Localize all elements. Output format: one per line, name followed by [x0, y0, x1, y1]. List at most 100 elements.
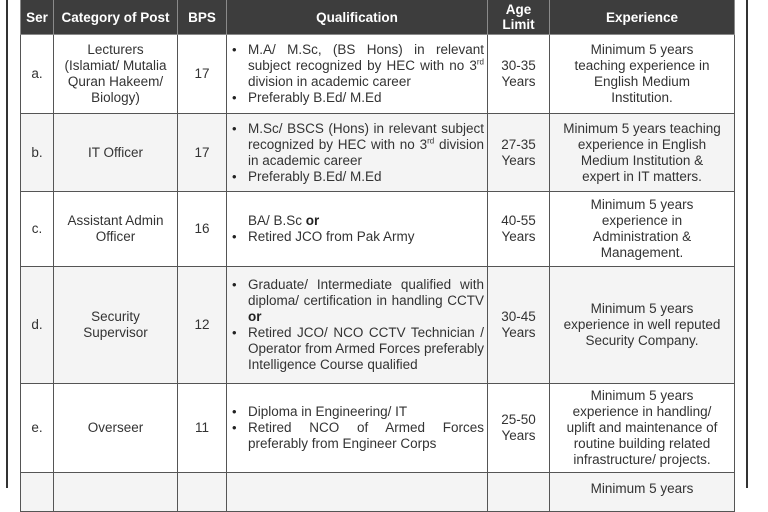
cell-qualification: Diploma in Engineering/ ITRetired NCO of…	[226, 383, 488, 473]
qualification-text: M.Sc/ BSCS (Hons) in relevant subject re…	[248, 120, 484, 152]
qualification-text-cont: division in academic career	[248, 136, 484, 168]
qualification-item: M.Sc/ BSCS (Hons) in relevant subject re…	[230, 121, 484, 169]
header-age-line1: Age	[505, 2, 532, 17]
cell-category: IT Officer	[53, 113, 178, 192]
ordinal-number: 3	[419, 136, 428, 152]
table-row: e. Overseer 11Diploma in Engineering/ ITRe…	[20, 383, 735, 473]
or-keyword: or	[305, 213, 320, 228]
experience-line: infrastructure/ projects.	[573, 452, 711, 467]
header-bps: BPS	[177, 0, 227, 35]
qualification-item: Diploma in Engineering/ IT	[230, 404, 484, 420]
page-border-right	[746, 0, 748, 488]
ordinal-suffix: rd	[427, 136, 435, 145]
experience-line: expert in IT matters.	[582, 168, 702, 184]
ordinal-number: 3	[469, 58, 477, 73]
qualification-list: Graduate/ Intermediate qualified with di…	[230, 277, 484, 373]
category-line: Officer	[95, 229, 136, 244]
cell-age-limit: 27-35 Years	[487, 113, 550, 192]
cell-qualification: M.A/ M.Sc, (BS Hons) in relevant subject…	[226, 34, 488, 114]
category-line: (Islamiat/ Mutalia	[64, 58, 167, 73]
qualification-item: Retired JCO/ NCO CCTV Technician / Opera…	[230, 325, 484, 373]
cell-ser: c.	[20, 191, 54, 267]
cell-experience: Minimum 5 years experience in well repute…	[549, 266, 735, 384]
header-qualification: Qualification	[226, 0, 488, 35]
experience-line: Minimum 5 years	[590, 388, 694, 403]
qualification-text: Retired JCO/ NCO CCTV Technician / Opera…	[248, 325, 484, 372]
age-unit: Years	[501, 229, 536, 244]
qualification-text: Graduate/ Intermediate qualified with di…	[248, 277, 484, 308]
cell-ser	[20, 472, 54, 512]
experience-line: English Medium	[593, 74, 691, 89]
experience-line: experience in English	[577, 136, 707, 152]
cell-qualification: BA/ B.Sc orRetired JCO from Pak Army	[226, 191, 488, 267]
cell-experience: Minimum 5 years experience in Administrati…	[549, 191, 735, 267]
age-range: 30-35	[501, 58, 536, 73]
cell-qualification	[226, 472, 488, 512]
cell-age-limit: 30-35 Years	[487, 34, 550, 114]
qualification-text: Retired JCO from Pak Army	[248, 229, 415, 244]
qualification-item: BA/ B.Sc or	[230, 213, 484, 229]
cell-qualification: M.Sc/ BSCS (Hons) in relevant subject re…	[226, 113, 488, 192]
experience-line: uplift and maintenance of	[566, 420, 718, 435]
cell-ser: d.	[20, 266, 54, 384]
qualification-item: Preferably B.Ed/ M.Ed	[230, 169, 484, 185]
cell-ser: b.	[20, 113, 54, 192]
header-ser: Ser	[20, 0, 54, 35]
qualification-list: M.Sc/ BSCS (Hons) in relevant subject re…	[230, 121, 484, 185]
qualification-item: Retired JCO from Pak Army	[230, 229, 484, 245]
age-unit: Years	[501, 74, 536, 89]
header-age-line2: Limit	[502, 17, 535, 32]
experience-line: Institution.	[611, 90, 673, 105]
cell-bps: 17	[177, 34, 227, 114]
cell-bps: 11	[177, 383, 227, 473]
age-unit: Years	[501, 325, 536, 340]
qualification-item: M.A/ M.Sc, (BS Hons) in relevant subject…	[230, 42, 484, 90]
cell-bps: 12	[177, 266, 227, 384]
cell-bps: 17	[177, 113, 227, 192]
qualification-item: Preferably B.Ed/ M.Ed	[230, 90, 484, 106]
cell-age-limit: 40-55 Years	[487, 191, 550, 267]
category-line: Lecturers	[87, 42, 144, 57]
experience-line: Management.	[600, 245, 684, 260]
header-category: Category of Post	[53, 0, 178, 35]
qualification-item: Graduate/ Intermediate qualified with di…	[230, 277, 484, 325]
cell-category: Security Supervisor	[53, 266, 178, 384]
cell-category: Lecturers (Islamiat/ Mutalia Quran Hakeem/…	[53, 34, 178, 114]
table-header-row: Ser Category of Post BPS Qualification A…	[20, 0, 735, 35]
cell-category	[53, 472, 178, 512]
qualification-list: M.A/ M.Sc, (BS Hons) in relevant subject…	[230, 42, 484, 106]
cell-bps	[177, 472, 227, 512]
cell-experience: Minimum 5 years teaching experience in Eng…	[549, 34, 735, 114]
qualification-text-cont: division in academic career	[248, 74, 411, 89]
cell-age-limit	[487, 472, 550, 512]
table-row: Minimum 5 years	[20, 472, 735, 512]
cell-ser: e.	[20, 383, 54, 473]
qualification-item: Retired NCO of Armed Forces preferably f…	[230, 420, 484, 452]
experience-line: Minimum 5 years	[590, 42, 694, 57]
table-row: a. Lecturers (Islamiat/ Mutalia Quran Hakee…	[20, 34, 735, 114]
cell-ser: a.	[20, 34, 54, 114]
category-line: Quran Hakeem/	[67, 74, 164, 89]
qualification-list: BA/ B.Sc orRetired JCO from Pak Army	[230, 213, 484, 245]
category-line: Supervisor	[83, 325, 148, 340]
experience-line: Administration &	[592, 229, 692, 244]
cell-category: Overseer	[53, 383, 178, 473]
cell-experience: Minimum 5 years	[549, 472, 735, 512]
cell-qualification: Graduate/ Intermediate qualified with di…	[226, 266, 488, 384]
experience-line: Minimum 5 years	[590, 197, 694, 212]
experience-line: Minimum 5 years	[590, 301, 694, 316]
qualification-text: Retired NCO of Armed Forces preferably f…	[248, 420, 484, 451]
category-line: Assistant Admin	[67, 213, 164, 228]
experience-line: Medium Institution &	[580, 152, 704, 168]
experience-line: experience in well reputed	[563, 317, 721, 332]
ordinal-suffix: rd	[476, 57, 484, 67]
experience-line: experience in	[601, 213, 683, 228]
experience-line: teaching experience in	[574, 58, 710, 73]
category-line: Biology)	[91, 90, 140, 105]
cell-bps: 16	[177, 191, 227, 267]
category-line: Overseer	[87, 420, 144, 435]
cell-age-limit: 30-45 Years	[487, 266, 550, 384]
age-unit: Years	[501, 152, 536, 168]
